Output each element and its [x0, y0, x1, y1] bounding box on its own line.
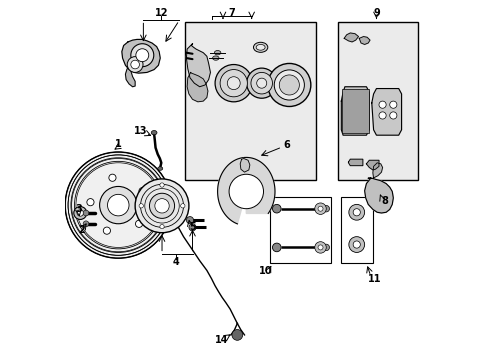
Text: 6: 6 [283, 140, 289, 150]
Circle shape [77, 210, 83, 216]
Circle shape [87, 199, 94, 206]
Circle shape [389, 112, 396, 119]
Circle shape [139, 204, 143, 208]
Circle shape [160, 183, 164, 187]
Polygon shape [372, 163, 382, 178]
Circle shape [103, 227, 110, 234]
Polygon shape [187, 72, 207, 102]
Circle shape [378, 112, 386, 119]
Polygon shape [348, 159, 362, 166]
Circle shape [352, 209, 360, 216]
Polygon shape [186, 44, 210, 87]
FancyBboxPatch shape [185, 22, 316, 180]
Text: 4: 4 [173, 257, 180, 267]
Polygon shape [125, 65, 135, 87]
Ellipse shape [214, 50, 221, 55]
Circle shape [274, 70, 304, 100]
Text: 10: 10 [258, 266, 271, 276]
Circle shape [109, 174, 116, 181]
Text: 14: 14 [214, 334, 227, 345]
Polygon shape [366, 160, 378, 170]
Circle shape [160, 225, 164, 229]
Circle shape [100, 186, 137, 224]
Polygon shape [359, 37, 369, 44]
Circle shape [348, 237, 364, 252]
Text: 8: 8 [381, 196, 388, 206]
Text: 7: 7 [228, 8, 235, 18]
Polygon shape [364, 178, 392, 213]
Circle shape [323, 244, 329, 251]
Ellipse shape [158, 167, 163, 170]
Circle shape [352, 241, 360, 248]
Circle shape [317, 206, 323, 211]
Circle shape [107, 194, 129, 216]
Circle shape [317, 245, 323, 250]
Circle shape [272, 243, 281, 252]
Polygon shape [371, 89, 401, 135]
Circle shape [272, 204, 281, 213]
Circle shape [378, 101, 386, 108]
Circle shape [135, 220, 142, 228]
Circle shape [127, 57, 142, 72]
FancyBboxPatch shape [337, 22, 418, 180]
Text: 12: 12 [154, 8, 168, 18]
Circle shape [227, 77, 240, 90]
Text: 13: 13 [134, 126, 147, 135]
Circle shape [83, 210, 89, 216]
Ellipse shape [256, 44, 264, 50]
Circle shape [246, 68, 276, 98]
Polygon shape [341, 87, 368, 135]
Polygon shape [240, 158, 249, 172]
Circle shape [186, 217, 193, 224]
Circle shape [314, 203, 325, 215]
Polygon shape [344, 33, 358, 42]
FancyBboxPatch shape [269, 197, 330, 263]
Circle shape [215, 64, 252, 102]
Circle shape [180, 204, 184, 208]
Circle shape [131, 44, 153, 67]
Ellipse shape [253, 42, 267, 52]
Ellipse shape [212, 56, 219, 60]
Text: 5: 5 [189, 222, 196, 232]
Circle shape [220, 69, 247, 97]
Circle shape [314, 242, 325, 253]
Circle shape [149, 193, 174, 219]
Circle shape [65, 152, 171, 258]
Circle shape [323, 206, 329, 212]
Circle shape [267, 63, 310, 107]
Circle shape [139, 188, 146, 195]
Circle shape [250, 72, 272, 94]
Circle shape [136, 49, 148, 62]
Circle shape [155, 199, 169, 213]
Circle shape [228, 174, 263, 209]
Ellipse shape [151, 131, 157, 135]
Text: 11: 11 [367, 274, 380, 284]
Circle shape [83, 221, 89, 226]
Text: 3: 3 [75, 204, 82, 215]
Circle shape [131, 60, 139, 69]
Text: 1: 1 [115, 139, 122, 149]
Circle shape [188, 224, 196, 231]
Bar [341, 89, 368, 134]
Polygon shape [217, 157, 274, 224]
Circle shape [389, 101, 396, 108]
Circle shape [135, 179, 188, 233]
Text: 9: 9 [372, 8, 379, 18]
Circle shape [348, 204, 364, 220]
Circle shape [74, 207, 86, 220]
Circle shape [256, 78, 266, 88]
Polygon shape [122, 40, 160, 73]
Circle shape [231, 329, 242, 340]
Text: 2: 2 [78, 225, 84, 235]
Circle shape [279, 75, 299, 95]
FancyBboxPatch shape [340, 197, 372, 263]
